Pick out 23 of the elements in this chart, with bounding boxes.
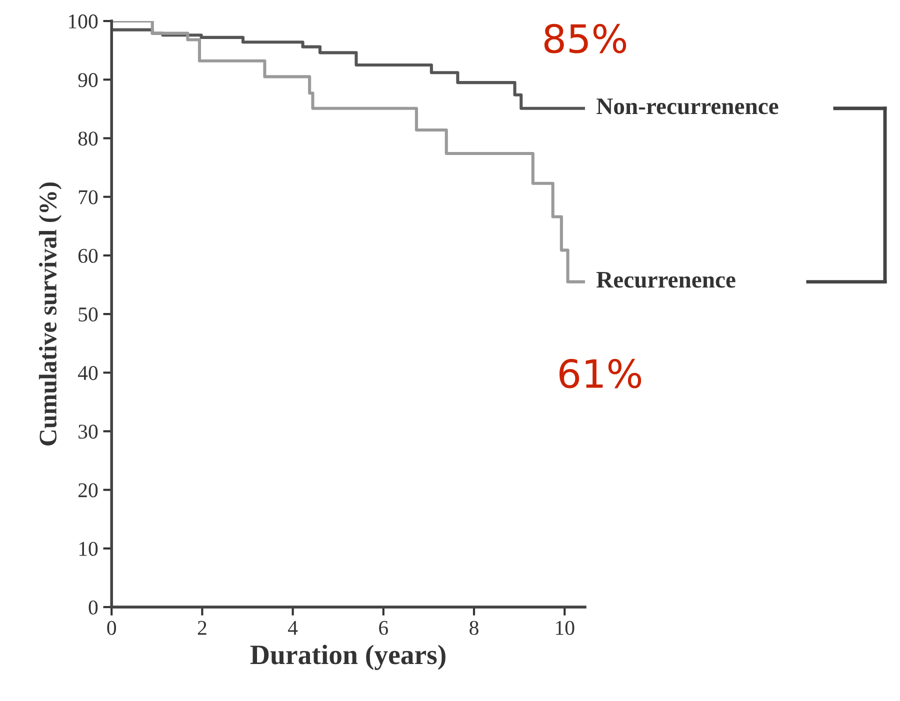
series-label: Non-recurrenence xyxy=(596,98,778,114)
x-axis-title: Duration (years) xyxy=(250,644,446,670)
y-tick-label: 50 xyxy=(78,307,98,322)
y-tick-label: 90 xyxy=(78,73,98,88)
y-tick-label: 80 xyxy=(78,132,98,146)
x-tick-label: 0 xyxy=(107,620,116,635)
x-tick-label: 10 xyxy=(556,620,574,635)
y-tick-label: 100 xyxy=(68,14,98,28)
annotation: 85% xyxy=(544,24,626,54)
x-tick-label: 6 xyxy=(379,620,388,635)
x-tick-label: 8 xyxy=(470,620,478,635)
y-axis-title: Cumulative survival (%) xyxy=(38,182,62,446)
y-tick-label: 20 xyxy=(78,483,98,498)
y-tick-label: 10 xyxy=(79,542,98,556)
y-tick-label: 60 xyxy=(78,248,98,263)
y-tick-label: 40 xyxy=(78,366,98,380)
y-tick-label: 70 xyxy=(78,190,98,204)
series-label: Recurrenence xyxy=(596,272,736,288)
y-tick-label: 0 xyxy=(88,600,98,614)
y-tick-label: 30 xyxy=(78,424,98,439)
x-tick-label: 2 xyxy=(198,620,206,635)
x-tick-label: 4 xyxy=(288,621,298,635)
annotation: 61% xyxy=(560,358,642,388)
